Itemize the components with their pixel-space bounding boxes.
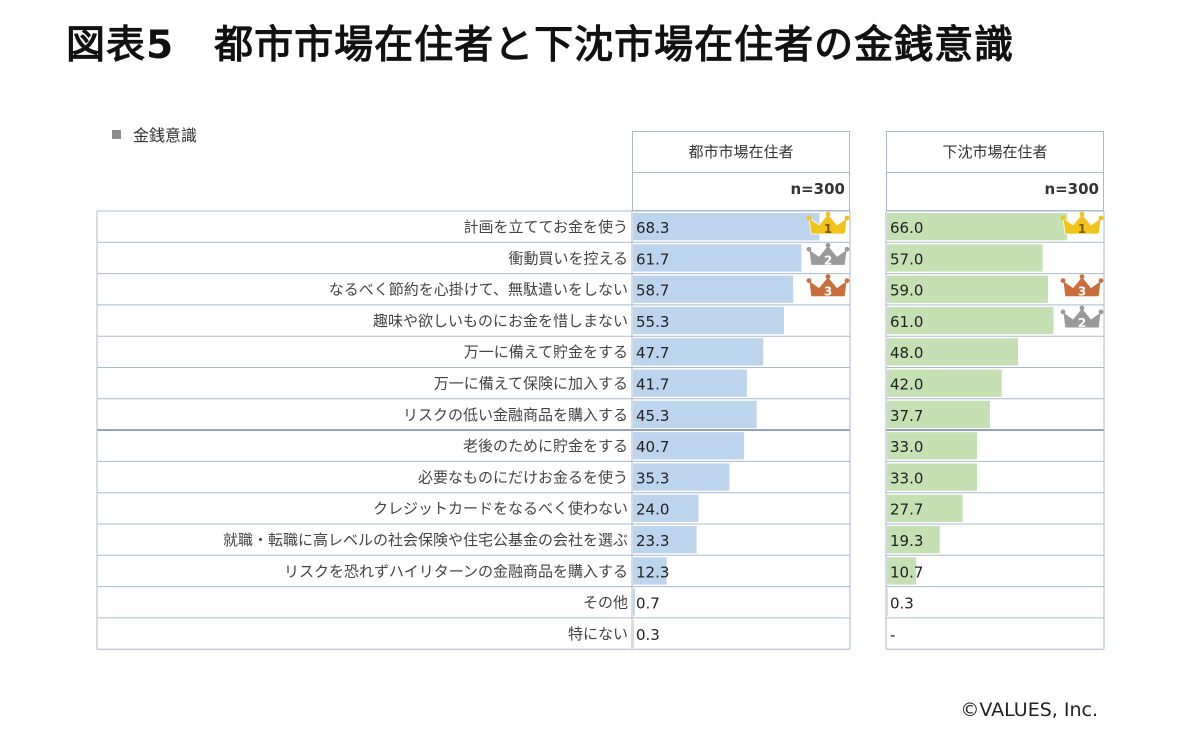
rural-bar (887, 244, 1043, 272)
rural-value-label: 57.0 (890, 250, 923, 268)
urban-bar (633, 494, 699, 522)
urban-value-label: 0.7 (636, 595, 660, 613)
urban-bar (633, 244, 802, 272)
rural-value-label: 0.3 (890, 595, 914, 613)
urban-bar (633, 338, 764, 366)
urban-bar (633, 400, 757, 429)
svg-text:1: 1 (824, 222, 832, 236)
urban-bar (633, 588, 635, 616)
rural-value-label: 33.0 (890, 469, 923, 487)
urban-value-label: 24.0 (636, 501, 669, 519)
svg-text:1: 1 (1078, 222, 1086, 236)
category-label: リスクを恐れずハイリターンの金融商品を購入する (284, 562, 628, 580)
svg-text:3: 3 (1078, 285, 1086, 299)
rural-bar (887, 557, 917, 585)
rural-bar (887, 306, 1054, 335)
category-label: 計画を立ててお金を使う (463, 218, 628, 236)
page-title: 図表5 都市市場在住者と下沈市場在住者の金銭意識 (66, 23, 1015, 68)
rank-2-crown-icon: 2 (1060, 305, 1104, 330)
copyright: ©VALUES, Inc. (960, 699, 1098, 721)
rank-3-crown-icon: 3 (1060, 274, 1104, 299)
category-label: リスクの低い金融商品を購入する (403, 406, 628, 424)
svg-text:3: 3 (824, 285, 832, 299)
rural-bar (887, 494, 963, 522)
urban-value-label: 23.3 (636, 532, 669, 550)
rural-sample-size: n=300 (1044, 180, 1099, 198)
rural-bar (887, 400, 990, 429)
rural-value-label: 19.3 (890, 532, 923, 550)
rural-value-label: 27.7 (890, 501, 923, 519)
bullet-square-icon (112, 130, 121, 139)
category-label: クレジットカードをなるべく使わない (373, 500, 628, 518)
rural-value-label: 42.0 (890, 376, 923, 394)
rural-value-label: 59.0 (890, 282, 923, 300)
urban-value-label: 12.3 (636, 563, 669, 581)
rural-bar (887, 588, 888, 616)
rural-bar (887, 369, 1002, 397)
urban-value-label: 41.7 (636, 376, 669, 394)
rural-value-label: 61.0 (890, 313, 923, 331)
urban-value-label: 35.3 (636, 469, 669, 487)
urban-value-label: 55.3 (636, 313, 669, 331)
category-label: 万一に備えて貯金をする (464, 343, 628, 361)
category-label: 万一に備えて保険に加入する (434, 375, 628, 393)
urban-value-label: 61.7 (636, 250, 669, 268)
rural-value-label: - (890, 626, 895, 644)
urban-bar (633, 432, 745, 460)
category-label: 特にない (568, 625, 628, 643)
category-label: 就職・転職に高レベルの社会保険や住宅公基金の会社を選ぶ (223, 531, 628, 549)
category-label: 衝動買いを控える (508, 249, 628, 267)
rural-bar (887, 526, 940, 554)
svg-text:2: 2 (824, 253, 832, 267)
urban-value-label: 47.7 (636, 344, 669, 362)
rural-bar (887, 463, 978, 491)
category-label: 老後のために貯金をする (463, 437, 628, 455)
urban-series-name: 都市市場在住者 (633, 132, 849, 173)
urban-value-label: 45.3 (636, 407, 669, 425)
urban-value-label: 68.3 (636, 219, 669, 237)
rural-bar (887, 275, 1049, 303)
urban-sample-size: n=300 (790, 180, 845, 198)
rank-1-crown-icon: 1 (1060, 211, 1104, 236)
rural-value-label: 37.7 (890, 407, 923, 425)
chart-subtitle: 金銭意識 (112, 122, 197, 146)
rural-series-name: 下沈市場在住者 (887, 132, 1103, 173)
rank-3-crown-icon: 3 (806, 274, 850, 299)
rank-1-crown-icon: 1 (806, 211, 850, 236)
urban-bar (633, 557, 667, 585)
category-label: 趣味や欲しいものにお金を惜しまない (373, 312, 628, 330)
urban-bar (633, 526, 697, 554)
urban-value-label: 0.3 (636, 626, 660, 644)
category-label: なるべく節約を心掛けて、無駄遣いをしない (329, 281, 628, 299)
svg-text:2: 2 (1078, 316, 1086, 330)
category-label: その他 (583, 594, 628, 612)
rural-value-label: 66.0 (890, 219, 923, 237)
rural-bar (887, 432, 978, 460)
urban-value-label: 58.7 (636, 282, 669, 300)
rural-bar (887, 213, 1068, 241)
rural-value-label: 10.7 (890, 563, 923, 581)
rural-panel-header: 下沈市場在住者 n=300 (886, 131, 1104, 211)
urban-bar (633, 275, 794, 303)
urban-panel-header: 都市市場在住者 n=300 (632, 131, 850, 211)
urban-bar (633, 463, 730, 491)
urban-bar (633, 213, 820, 241)
rural-value-label: 48.0 (890, 344, 923, 362)
urban-value-label: 40.7 (636, 438, 669, 456)
subtitle-text: 金銭意識 (133, 126, 198, 145)
urban-bar (633, 369, 747, 397)
urban-bar (633, 306, 784, 335)
rural-value-label: 33.0 (890, 438, 923, 456)
rural-bar (887, 338, 1019, 366)
rank-2-crown-icon: 2 (806, 242, 850, 267)
category-label: 必要なものにだけお金るを使う (418, 468, 628, 486)
urban-bar (633, 619, 634, 648)
